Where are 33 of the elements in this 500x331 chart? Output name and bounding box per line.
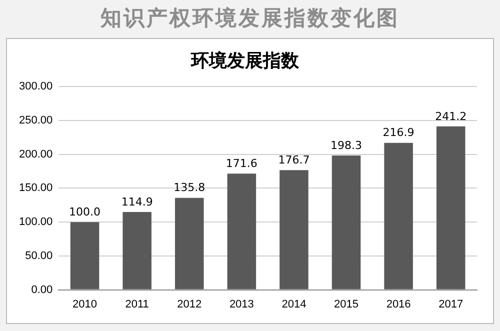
bar [122, 212, 152, 290]
bar [384, 142, 413, 290]
chart-subtitle: 环境发展指数 [190, 50, 300, 72]
y-tick-label: 100.00 [18, 216, 53, 228]
y-tick-label: 150.00 [18, 182, 53, 194]
data-label: 216.9 [382, 126, 414, 140]
chart-title: 知识产权环境发展指数变化图 [99, 5, 400, 32]
x-tick-label: 2010 [72, 298, 98, 310]
x-tick-label: 2012 [177, 298, 202, 310]
bar [332, 155, 361, 290]
data-label: 135.8 [174, 181, 206, 194]
data-label: 176.7 [278, 153, 310, 166]
bar [175, 198, 204, 290]
x-tick-label: 2013 [229, 298, 254, 310]
bar [436, 126, 466, 290]
x-tick-label: 2014 [282, 298, 306, 310]
bar [227, 174, 256, 290]
x-tick-label: 2011 [125, 298, 149, 310]
y-tick-label: 200.00 [18, 148, 53, 160]
y-tick-label: 50.00 [25, 250, 53, 262]
data-label: 114.9 [121, 195, 153, 208]
x-tick-label: 2016 [386, 298, 411, 310]
bar [280, 170, 308, 290]
data-label: 241.2 [435, 110, 467, 123]
y-tick-label: 250.00 [18, 114, 53, 126]
data-label: 198.3 [330, 138, 362, 152]
data-label: 171.6 [226, 156, 258, 170]
y-tick-label: 300.00 [18, 80, 53, 93]
x-tick-label: 2015 [334, 298, 359, 310]
bar [70, 222, 100, 290]
y-tick-label: 0.00 [31, 284, 53, 296]
x-tick-label: 2017 [438, 298, 464, 310]
data-label: 100.0 [69, 205, 101, 218]
